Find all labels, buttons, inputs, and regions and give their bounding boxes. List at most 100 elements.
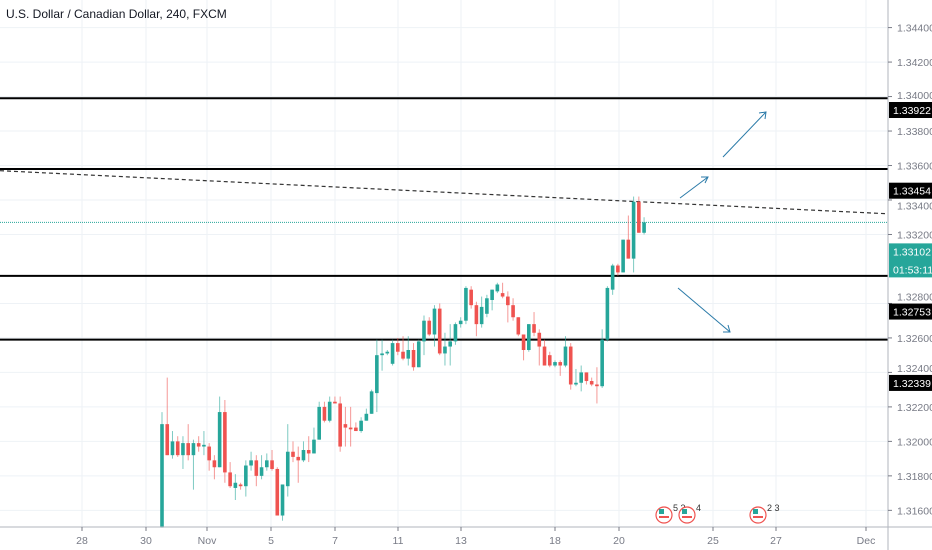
candle bbox=[191, 439, 196, 490]
candle-body bbox=[542, 346, 547, 366]
candle-body bbox=[259, 467, 264, 476]
price-labels: 1.33922 1.33454 1.32753 1.32339 1.33102 01:53… bbox=[889, 102, 932, 391]
price-tick-label: 1.32400 bbox=[897, 363, 932, 375]
candle bbox=[385, 350, 390, 356]
candle bbox=[244, 460, 248, 497]
candle bbox=[485, 294, 489, 318]
event-count: 4 bbox=[696, 503, 701, 513]
candle-body bbox=[312, 439, 316, 454]
candle bbox=[542, 339, 547, 366]
candle-body bbox=[495, 284, 500, 292]
last-price-label: 1.33102 bbox=[893, 246, 931, 258]
candle bbox=[453, 322, 458, 345]
support-resistance-levels bbox=[0, 97, 888, 341]
candle bbox=[521, 334, 526, 361]
candle-body bbox=[165, 424, 170, 456]
projection-arrows bbox=[677, 111, 767, 333]
candle-body bbox=[238, 484, 243, 487]
time-tick-label: 13 bbox=[455, 535, 467, 547]
time-tick-label: 28 bbox=[76, 535, 88, 547]
candle-body bbox=[359, 420, 363, 432]
candle bbox=[427, 317, 432, 337]
candle-body bbox=[160, 424, 164, 528]
us-flag-event-icon[interactable]: 2 3 bbox=[749, 503, 780, 524]
grid bbox=[0, 0, 888, 527]
candle-body bbox=[354, 427, 358, 432]
candle bbox=[458, 317, 463, 328]
candle bbox=[437, 303, 442, 356]
candle bbox=[626, 215, 631, 259]
candle-body bbox=[348, 427, 353, 430]
candle bbox=[338, 396, 342, 452]
candle bbox=[175, 436, 180, 457]
candle bbox=[416, 339, 421, 368]
candle bbox=[196, 436, 201, 452]
candle-body bbox=[485, 298, 489, 314]
candle bbox=[306, 436, 311, 463]
candle-body bbox=[301, 450, 306, 461]
candle-body bbox=[521, 334, 526, 350]
candle bbox=[254, 455, 259, 487]
candle bbox=[369, 389, 374, 414]
arrow-down bbox=[677, 287, 731, 333]
candle-body bbox=[369, 391, 374, 414]
candle-body bbox=[244, 465, 248, 487]
time-axis[interactable]: 28 30 Nov 5 7 11 13 18 20 25 27 Dec bbox=[76, 527, 875, 547]
candle-body bbox=[364, 413, 369, 421]
candle-body bbox=[327, 401, 332, 421]
candle bbox=[396, 337, 400, 356]
candle-body bbox=[338, 403, 342, 447]
price-axis[interactable]: 1.34400 1.34200 1.34000 1.33800 1.33600 1.334… bbox=[888, 23, 932, 518]
price-tick-label: 1.32200 bbox=[897, 402, 932, 414]
candle bbox=[584, 372, 589, 385]
candle-body bbox=[574, 382, 578, 385]
candle bbox=[500, 282, 505, 299]
candle-body bbox=[610, 265, 615, 290]
candle-body bbox=[296, 456, 301, 461]
candle bbox=[563, 336, 568, 368]
candle bbox=[165, 377, 170, 456]
time-tick-label: 20 bbox=[613, 535, 625, 547]
chart-title: U.S. Dollar / Canadian Dollar, 240, FXCM bbox=[6, 7, 227, 21]
candle bbox=[537, 329, 542, 366]
candle bbox=[516, 317, 521, 337]
candle-body bbox=[527, 324, 531, 350]
trendline[interactable] bbox=[0, 170, 889, 215]
candle bbox=[301, 441, 306, 463]
candle bbox=[249, 451, 253, 471]
candle-body bbox=[322, 406, 327, 421]
candle-body bbox=[642, 222, 646, 233]
candle-body bbox=[333, 401, 337, 404]
price-tick-label: 1.32800 bbox=[897, 292, 932, 304]
candle-body bbox=[191, 443, 196, 456]
candle bbox=[406, 336, 411, 366]
candle bbox=[343, 406, 348, 447]
candle-body bbox=[626, 239, 631, 259]
candle bbox=[579, 365, 583, 392]
candle bbox=[228, 462, 232, 488]
candle-body bbox=[390, 343, 395, 364]
price-tick-label: 1.31800 bbox=[897, 471, 932, 483]
time-tick-label: 7 bbox=[332, 535, 338, 547]
candle bbox=[270, 450, 274, 471]
candle-body bbox=[589, 381, 594, 385]
time-tick-label: 25 bbox=[707, 535, 719, 547]
candle bbox=[380, 339, 384, 371]
candle bbox=[511, 298, 515, 321]
candle bbox=[317, 401, 321, 440]
price-label: 1.32753 bbox=[893, 307, 931, 319]
candle bbox=[238, 482, 243, 490]
candle bbox=[621, 239, 625, 273]
candle-body bbox=[249, 460, 253, 466]
candle bbox=[642, 217, 646, 235]
candle-body bbox=[406, 350, 411, 359]
time-tick-label: Nov bbox=[198, 535, 217, 547]
us-flag-event-icon[interactable]: 4 bbox=[678, 503, 701, 524]
arrow-up-large bbox=[722, 111, 767, 158]
candle-body bbox=[306, 450, 311, 454]
time-tick-label: 30 bbox=[140, 535, 152, 547]
candle-body bbox=[605, 287, 610, 340]
us-flag-event-icon[interactable]: 5 3 bbox=[655, 503, 686, 524]
candle-body bbox=[416, 341, 421, 368]
